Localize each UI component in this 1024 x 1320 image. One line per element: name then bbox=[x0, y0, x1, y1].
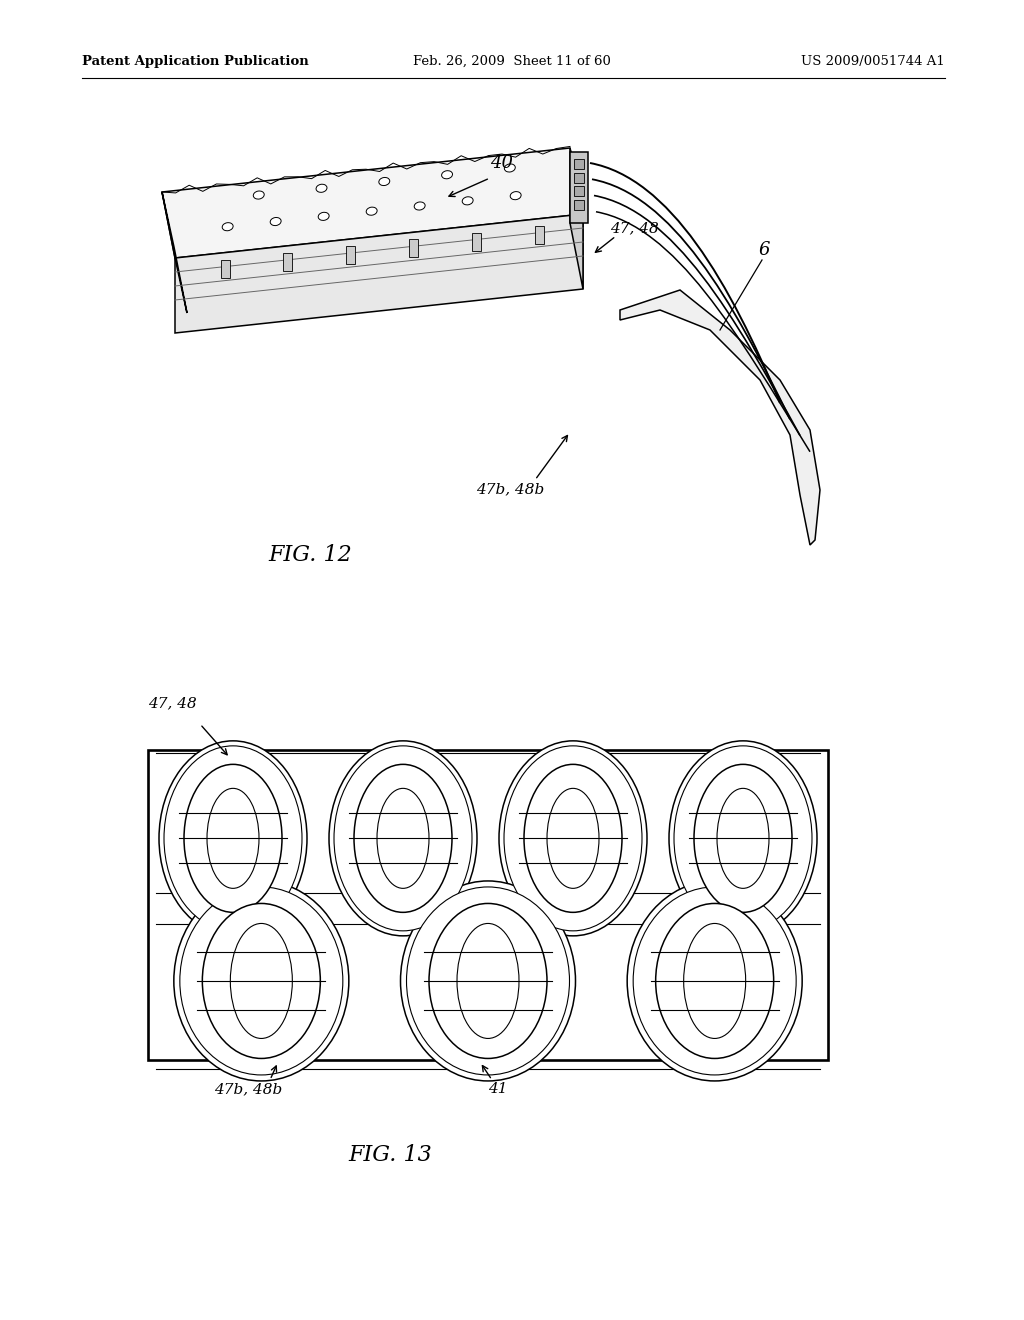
Text: 6: 6 bbox=[758, 242, 769, 259]
Ellipse shape bbox=[499, 741, 647, 936]
Ellipse shape bbox=[207, 788, 259, 888]
Ellipse shape bbox=[329, 741, 477, 936]
Ellipse shape bbox=[457, 924, 519, 1039]
Ellipse shape bbox=[414, 202, 425, 210]
Ellipse shape bbox=[367, 207, 377, 215]
Ellipse shape bbox=[270, 218, 282, 226]
Ellipse shape bbox=[334, 746, 472, 931]
Ellipse shape bbox=[377, 788, 429, 888]
Bar bbox=[284, 253, 293, 271]
Text: 47b, 48b: 47b, 48b bbox=[214, 1082, 283, 1096]
Ellipse shape bbox=[674, 746, 812, 931]
Text: 47, 48: 47, 48 bbox=[148, 696, 197, 710]
Text: 47, 48: 47, 48 bbox=[610, 220, 658, 235]
Ellipse shape bbox=[180, 887, 343, 1074]
Ellipse shape bbox=[462, 197, 473, 205]
Bar bbox=[148, 750, 828, 1060]
Bar bbox=[221, 260, 229, 277]
Bar bbox=[574, 186, 584, 197]
Polygon shape bbox=[162, 191, 187, 313]
Polygon shape bbox=[570, 152, 588, 223]
Text: Patent Application Publication: Patent Application Publication bbox=[82, 55, 309, 69]
Ellipse shape bbox=[504, 746, 642, 931]
Bar bbox=[535, 226, 544, 244]
Ellipse shape bbox=[505, 164, 515, 172]
Polygon shape bbox=[620, 290, 820, 545]
Ellipse shape bbox=[184, 764, 282, 912]
Ellipse shape bbox=[510, 191, 521, 199]
Text: 47b, 48b: 47b, 48b bbox=[476, 482, 544, 496]
Polygon shape bbox=[175, 214, 583, 333]
Ellipse shape bbox=[627, 880, 802, 1081]
Ellipse shape bbox=[655, 903, 774, 1059]
Text: FIG. 13: FIG. 13 bbox=[348, 1144, 432, 1166]
Text: 41: 41 bbox=[488, 1082, 508, 1096]
Ellipse shape bbox=[441, 170, 453, 178]
Ellipse shape bbox=[379, 177, 390, 186]
Ellipse shape bbox=[684, 924, 745, 1039]
Ellipse shape bbox=[429, 903, 547, 1059]
Bar bbox=[346, 246, 355, 264]
Ellipse shape bbox=[633, 887, 797, 1074]
Text: 40: 40 bbox=[490, 154, 513, 172]
Ellipse shape bbox=[222, 223, 233, 231]
Ellipse shape bbox=[694, 764, 792, 912]
Ellipse shape bbox=[164, 746, 302, 931]
Polygon shape bbox=[162, 148, 583, 257]
Bar bbox=[574, 199, 584, 210]
Ellipse shape bbox=[159, 741, 307, 936]
Bar bbox=[409, 239, 418, 257]
Ellipse shape bbox=[717, 788, 769, 888]
Bar bbox=[472, 232, 481, 251]
Ellipse shape bbox=[203, 903, 321, 1059]
Ellipse shape bbox=[318, 213, 329, 220]
Ellipse shape bbox=[354, 764, 452, 912]
Text: FIG. 12: FIG. 12 bbox=[268, 544, 352, 566]
Text: US 2009/0051744 A1: US 2009/0051744 A1 bbox=[801, 55, 945, 69]
Text: Feb. 26, 2009  Sheet 11 of 60: Feb. 26, 2009 Sheet 11 of 60 bbox=[413, 55, 611, 69]
Bar bbox=[574, 160, 584, 169]
Ellipse shape bbox=[316, 185, 327, 193]
Ellipse shape bbox=[174, 880, 349, 1081]
Ellipse shape bbox=[524, 764, 622, 912]
Ellipse shape bbox=[230, 924, 292, 1039]
Ellipse shape bbox=[407, 887, 569, 1074]
Bar bbox=[574, 173, 584, 182]
Ellipse shape bbox=[669, 741, 817, 936]
Ellipse shape bbox=[400, 880, 575, 1081]
Ellipse shape bbox=[253, 191, 264, 199]
Polygon shape bbox=[570, 148, 583, 289]
Ellipse shape bbox=[547, 788, 599, 888]
